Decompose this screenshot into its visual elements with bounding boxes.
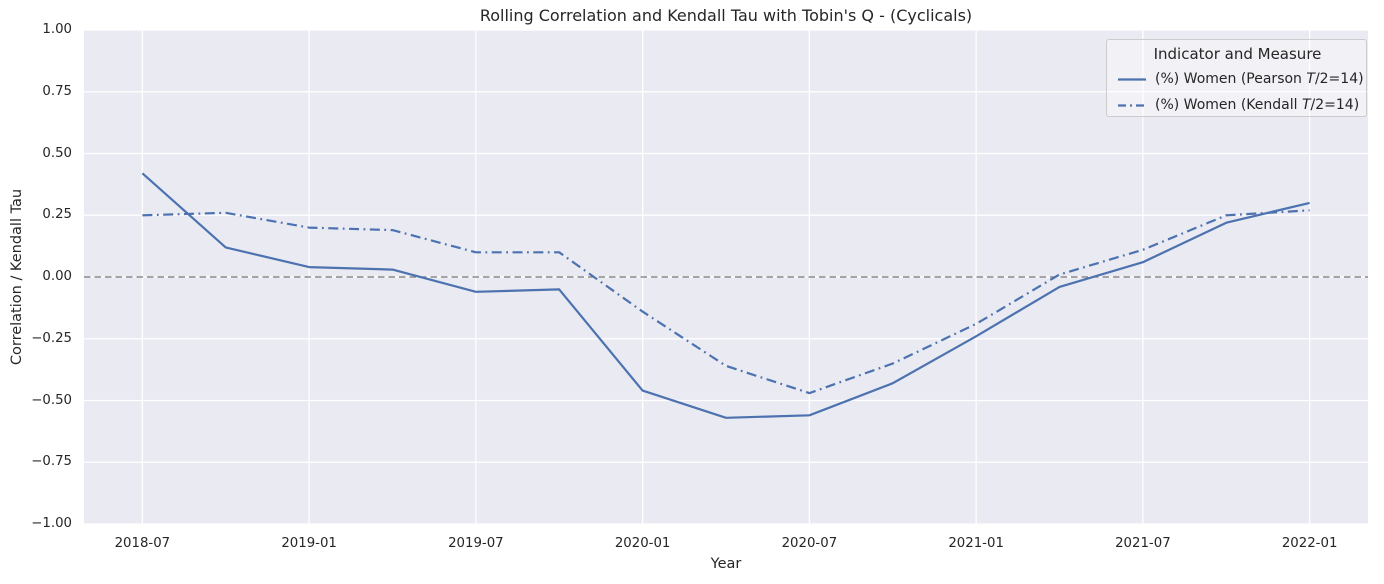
x-tick-label: 2019-01	[281, 536, 337, 551]
y-tick-label: 0.25	[42, 207, 72, 223]
x-tick-label: 2022-01	[1281, 536, 1338, 551]
solid-line-sample-icon	[1118, 77, 1146, 81]
y-tick-label: −0.75	[31, 454, 72, 470]
series-line-dashdot	[142, 209, 1310, 395]
y-tick-label: −0.50	[31, 392, 72, 408]
chart-title: Rolling Correlation and Kendall Tau with…	[479, 6, 973, 25]
legend: Indicator and Measure (%) Women (Pearson…	[1106, 39, 1367, 117]
line-chart	[84, 30, 1368, 524]
x-tick-label: 2021-01	[948, 536, 1004, 551]
y-tick-label: 0.50	[42, 145, 72, 161]
y-tick-label: 0.75	[42, 83, 72, 99]
dashdot-line-sample-icon	[1118, 103, 1146, 107]
x-tick-label: 2019-07	[448, 536, 504, 551]
x-tick-label: 2018-07	[114, 536, 171, 551]
legend-item-pearson: (%) Women (Pearson T/2=14)	[1117, 66, 1364, 92]
y-axis-label: Correlation / Kendall Tau	[9, 188, 25, 366]
legend-label-kendall: (%) Women (Kendall T/2=14)	[1155, 97, 1360, 113]
legend-item-kendall: (%) Women (Kendall T/2=14)	[1117, 92, 1360, 118]
y-tick-label: −0.25	[31, 330, 72, 346]
series-line-solid	[141, 172, 1310, 419]
legend-label-pearson: (%) Women (Pearson T/2=14)	[1155, 71, 1364, 87]
y-tick-label: −1.00	[31, 516, 72, 531]
x-tick-label: 2020-07	[781, 536, 838, 551]
y-tick-label: 0.00	[42, 269, 72, 284]
y-tick-label: 1.00	[42, 22, 72, 37]
legend-title: Indicator and Measure	[1153, 45, 1322, 63]
x-axis-label: Year	[710, 556, 742, 572]
x-tick-label: 2021-07	[1115, 536, 1171, 551]
x-tick-label: 2020-01	[614, 536, 671, 551]
